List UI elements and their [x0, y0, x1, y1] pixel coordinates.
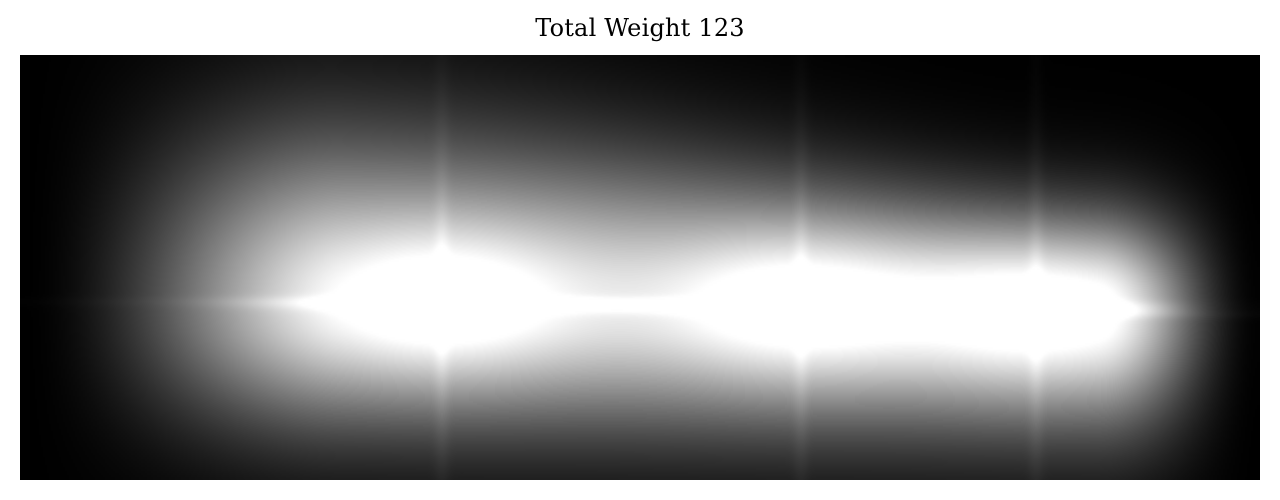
heatmap-image	[20, 55, 1260, 480]
chart-title: Total Weight 123	[535, 14, 745, 42]
heatmap-plot-area	[20, 55, 1260, 480]
